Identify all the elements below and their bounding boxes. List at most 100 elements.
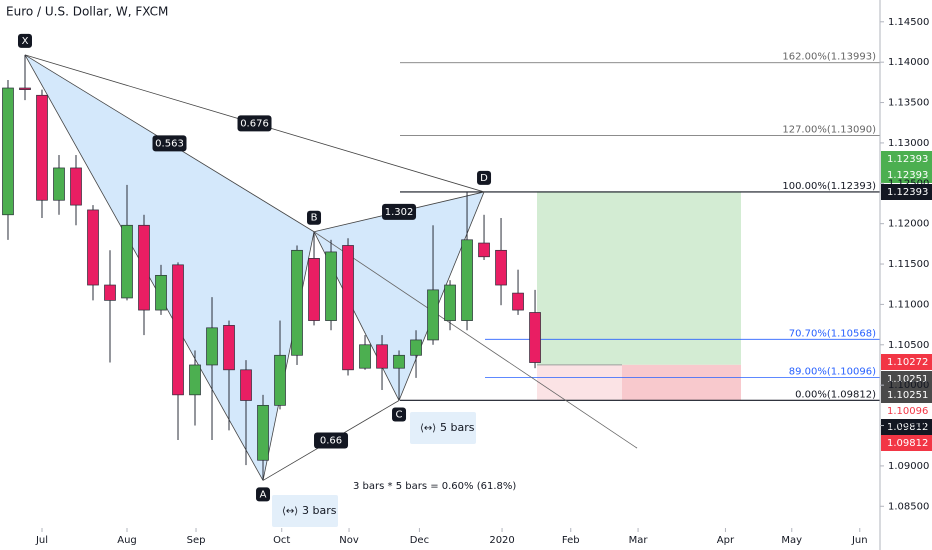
point-label: C	[396, 409, 403, 420]
y-tick-label: 1.13500	[888, 98, 929, 109]
y-tick-label: 1.08500	[888, 501, 929, 512]
ratio-badge	[382, 203, 417, 220]
candle-body	[87, 209, 99, 286]
bar-count-icon: ⟨↔⟩	[282, 506, 298, 517]
price-badge	[881, 371, 932, 387]
x-tick-label: Mar	[629, 535, 649, 546]
candle-body	[19, 87, 31, 90]
candle-body	[478, 242, 490, 258]
pattern-leg	[262, 231, 315, 481]
y-tick-label: 1.09000	[888, 461, 929, 472]
candle-body	[53, 167, 65, 201]
ratio-label: 0.563	[155, 138, 184, 149]
price-badge-label: 1.10251	[887, 374, 928, 385]
y-tick-label: 1.14000	[888, 57, 929, 68]
x-tick-label: Nov	[339, 535, 359, 546]
y-tick-label: 1.10500	[888, 340, 929, 351]
price-badge-label: 1.09812	[887, 438, 928, 449]
candle-body	[325, 251, 337, 321]
candle-body	[121, 224, 133, 299]
candle-body	[274, 354, 286, 406]
y-tick-label: 1.12500	[888, 178, 929, 189]
candle-body	[223, 325, 235, 371]
candle-body	[2, 87, 14, 216]
ratio-badge	[152, 135, 187, 152]
price-badge-label: 1.10251	[887, 390, 928, 401]
pattern-leg	[398, 191, 485, 401]
candle-body	[512, 292, 524, 311]
price-badge	[881, 167, 932, 183]
ratio-label: 0.676	[240, 118, 269, 129]
price-badge	[881, 151, 932, 167]
candle-body	[444, 284, 456, 321]
candle-body	[529, 312, 541, 363]
x-tick-label: Apr	[717, 535, 735, 546]
fib-label: 162.00%(1.13993)	[782, 52, 876, 63]
candle-body	[206, 327, 218, 366]
target-zone	[537, 191, 741, 365]
candle-body	[376, 344, 388, 369]
x-tick-label: Jun	[851, 535, 868, 546]
candle-body	[36, 94, 48, 201]
y-tick-label: 1.14500	[888, 17, 929, 28]
annotations: 0.5630.6761.3020.66XABCD1.123931.123931.…	[17, 33, 932, 502]
candle-body	[240, 369, 252, 401]
point-badge	[17, 33, 32, 48]
point-label: A	[260, 489, 267, 500]
point-badge	[256, 487, 271, 502]
fib-label: 89.00%(1.10096)	[789, 366, 876, 377]
x-tick-label: Jul	[35, 535, 48, 546]
point-badge	[392, 407, 407, 422]
price-badge	[881, 354, 932, 370]
y-tick-label: 1.11500	[888, 259, 929, 270]
trend-line	[313, 231, 638, 449]
bar-count-box	[410, 412, 476, 444]
price-badge	[881, 419, 932, 435]
ratio-badge	[237, 115, 272, 132]
y-tick-label: 1.10000	[888, 380, 929, 391]
price-badge	[881, 184, 932, 200]
candle-body	[104, 284, 116, 301]
candle-body	[189, 364, 201, 396]
fib-label: 100.00%(1.12393)	[782, 181, 876, 192]
candle-body	[70, 167, 82, 206]
bar-count-box	[272, 495, 338, 527]
price-badge	[881, 387, 932, 403]
x-tick-label: Dec	[410, 535, 429, 546]
bar-count: 5 bars	[440, 421, 475, 434]
candles	[2, 54, 541, 481]
x-tick-label: Feb	[562, 535, 580, 546]
price-badge-label: 1.10272	[887, 357, 928, 368]
point-label: D	[480, 173, 488, 184]
candle-body	[461, 239, 473, 321]
candle-body	[427, 289, 439, 341]
candle-body	[172, 264, 184, 396]
x-tick-label: Aug	[117, 535, 137, 546]
bar-count-icon: ⟨↔⟩	[420, 423, 436, 434]
y-tick-label: 1.13000	[888, 138, 929, 149]
candle-body	[257, 404, 269, 461]
candle-body	[308, 258, 320, 321]
annotation: 3 bars * 5 bars = 0.60% (61.8%)	[353, 481, 516, 492]
candle-body	[155, 274, 167, 311]
x-tick-label: Sep	[187, 535, 206, 546]
y-tick-label: 1.12000	[888, 219, 929, 230]
candle-body	[393, 354, 405, 369]
ratio-label: 1.302	[385, 207, 414, 218]
fib-label: 127.00%(1.13090)	[782, 125, 876, 136]
price-badge-label: 1.12393	[887, 170, 928, 181]
candle-body	[359, 344, 371, 369]
ratio-badge	[314, 432, 349, 449]
price-badge	[881, 403, 932, 419]
y-tick-label: 1.09500	[888, 421, 929, 432]
bar-count: 3 bars	[302, 504, 337, 517]
price-badge	[881, 435, 932, 451]
fib-label: 70.70%(1.10568)	[789, 328, 876, 339]
point-label: B	[311, 213, 318, 224]
price-badge-label: 1.12393	[887, 154, 928, 165]
candle-body	[342, 245, 354, 371]
price-badge-label: 1.10096	[887, 406, 928, 417]
price-badge-label: 1.09812	[887, 422, 928, 433]
point-badge	[477, 170, 492, 185]
